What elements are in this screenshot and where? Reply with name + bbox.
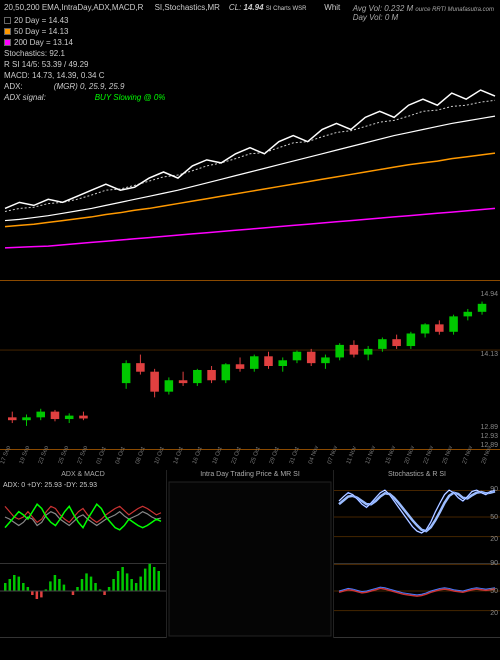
macd-label: MACD: 14.73, 14.39, 0.34 C <box>4 71 105 80</box>
sma50-label: 50 Day = 14.13 <box>14 27 68 36</box>
rsi-label: R SI 14/5: 53.39 / 49.29 <box>4 60 89 69</box>
indicators-list: 20,50,200 EMA,IntraDay,ADX,MACD,R <box>4 3 143 12</box>
price-label-low: 12.89 <box>480 424 498 431</box>
intraday-panel[interactable]: Intra Day Trading Price & MR SI <box>167 470 334 638</box>
candlestick-chart[interactable]: 14.94 14.13 12.89 12.93 12.89 <box>0 280 500 450</box>
adx-macd-panel[interactable]: ADX & MACD ADX: 0 +DY: 25.93 -DY: 25.93 <box>0 470 167 638</box>
price-label-high: 14.94 <box>480 291 498 298</box>
ema-line-chart[interactable] <box>0 82 500 262</box>
date-axis: 17 Sep19 Sep23 Sep25 Sep27 Sep01 Oct04 O… <box>0 451 500 469</box>
price-label-mid: 14.13 <box>480 351 498 358</box>
sma200-label: 200 Day = 13.14 <box>14 38 73 47</box>
sma20-label: 20 Day = 14.43 <box>14 16 68 25</box>
volume-info: Avg Vol: 0.232 M ource RRTI Munafasutra.… <box>353 4 494 22</box>
stoch-rsi-panel[interactable]: Stochastics & R SI 90 50 20 90 50 20 <box>334 470 500 638</box>
stoch-label: Stochastics: 92.1 <box>4 49 65 58</box>
